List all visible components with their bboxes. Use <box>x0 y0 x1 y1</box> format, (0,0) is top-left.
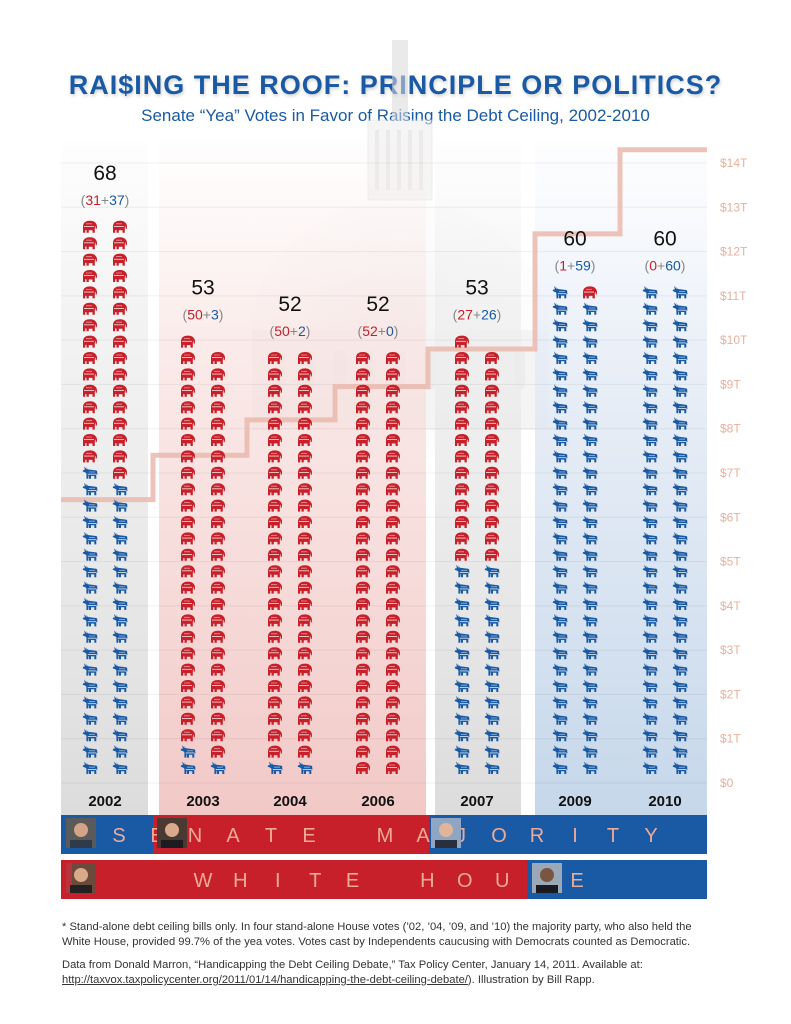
axis-tick-label: $0 <box>720 776 734 790</box>
axis-tick-label: $5T <box>720 555 741 569</box>
year-label-2009: 2009 <box>558 793 591 810</box>
axis-tick-label: $3T <box>720 643 741 657</box>
party-split-label: (0+60) <box>645 257 686 273</box>
debt-ceiling-chart: $0 $1T $2T $3T $4T $5T $6T $7T $8T $9T $10T $11T $12… <box>61 40 748 899</box>
source-link[interactable]: http://taxvox.taxpolicycenter.org/2011/0… <box>62 974 468 986</box>
white-house-bar: WHITEHOUSE <box>61 860 707 899</box>
bar-letter: U <box>495 870 509 892</box>
year-label-2003: 2003 <box>186 793 219 810</box>
total-votes-label: 68 <box>93 162 116 185</box>
bar-letter: H <box>233 870 247 892</box>
total-votes-label: 53 <box>465 277 488 300</box>
senate-leader-reid-portrait <box>431 818 461 848</box>
axis-tick-label: $11T <box>720 289 747 303</box>
president-obama-portrait <box>532 863 562 893</box>
party-split-label: (50+3) <box>183 307 224 323</box>
bar-letter: Y <box>644 825 657 847</box>
source-text: Data from Donald Marron, “Handicapping t… <box>62 959 643 971</box>
debt-ceiling-step-line <box>61 147 707 503</box>
axis-tick-label: $10T <box>720 333 748 347</box>
axis-tick-label: $1T <box>720 732 741 746</box>
party-split-label: (1+59) <box>555 257 596 273</box>
axis-tick-label: $12T <box>720 245 748 259</box>
total-votes-label: 53 <box>191 277 214 300</box>
year-label-2004: 2004 <box>273 793 307 810</box>
bar-letter: R <box>530 825 544 847</box>
axis-tick-label: $13T <box>720 200 748 214</box>
party-split-label: (27+26) <box>453 307 502 323</box>
senate-leader-frist-portrait <box>157 818 187 848</box>
footnote-note: * Stand-alone debt ceiling bills only. I… <box>62 921 692 948</box>
source-suffix: ). Illustration by Bill Rapp. <box>467 974 595 986</box>
axis-tick-label: $2T <box>720 687 741 701</box>
footnotes: * Stand-alone debt ceiling bills only. I… <box>62 920 712 996</box>
white-house-segment-rep <box>61 860 527 899</box>
axis-tick-label: $14T <box>720 156 748 170</box>
axis-tick-label: $8T <box>720 422 741 436</box>
bar-letter: A <box>226 825 240 847</box>
gridlines <box>61 162 707 784</box>
bar-letter: N <box>188 825 202 847</box>
bar-letter: O <box>457 870 473 892</box>
footnote-source: Data from Donald Marron, “Handicapping t… <box>62 958 712 988</box>
axis-tick-label: $7T <box>720 466 741 480</box>
bar-letter: A <box>416 825 430 847</box>
axis-tick-label: $4T <box>720 599 741 613</box>
year-label-2010: 2010 <box>648 793 681 810</box>
year-label-2002: 2002 <box>88 793 121 810</box>
panel-red-2003-2004-2006 <box>159 140 426 815</box>
axis-tick-label: $6T <box>720 510 741 524</box>
total-votes-label: 52 <box>278 293 301 316</box>
bar-letter: H <box>420 870 434 892</box>
president-bush-portrait <box>66 863 96 893</box>
bar-letter: W <box>194 870 213 892</box>
right-axis: $0 $1T $2T $3T $4T $5T $6T $7T $8T $9T $10T $11T $12… <box>720 156 748 790</box>
total-votes-label: 60 <box>563 227 586 250</box>
era-panels <box>61 140 707 815</box>
bar-letter: M <box>377 825 394 847</box>
party-split-label: (31+37) <box>81 192 130 208</box>
senate-leader-daschle-portrait <box>66 818 96 848</box>
total-votes-label: 60 <box>653 227 676 250</box>
senate-segment-rep <box>153 815 429 854</box>
senate-segment-dem-2 <box>429 815 707 854</box>
bar-letter: I <box>275 870 281 892</box>
bar-letter: E <box>346 870 359 892</box>
total-votes-label: 52 <box>366 293 389 316</box>
bar-letter: E <box>302 825 315 847</box>
year-label-2006: 2006 <box>361 793 394 810</box>
senate-majority-bar: SENATEMAJORITY <box>61 815 707 854</box>
bar-letter: S <box>112 825 125 847</box>
vote-labels: 68 (31+37) 53 (50+3) 52 (50+2) 52 (52+0) 53 (27+2… <box>81 162 686 339</box>
bar-letter: T <box>265 825 277 847</box>
debt-ceiling-line <box>61 147 707 503</box>
year-labels: 2002 2003 2004 2006 2007 2009 2010 <box>88 793 681 810</box>
senate-majority-label: SENATEMAJORITY <box>112 825 657 847</box>
year-label-2007: 2007 <box>460 793 493 810</box>
bar-letter: E <box>570 870 583 892</box>
panel-gray-2007 <box>435 140 521 815</box>
axis-tick-label: $9T <box>720 377 741 391</box>
bar-letter: I <box>572 825 578 847</box>
bar-letter: T <box>607 825 619 847</box>
panel-gray-2002 <box>61 140 148 815</box>
party-split-label: (52+0) <box>358 323 399 339</box>
bar-letter: O <box>491 825 507 847</box>
party-split-label: (50+2) <box>270 323 311 339</box>
bar-letter: T <box>309 870 321 892</box>
